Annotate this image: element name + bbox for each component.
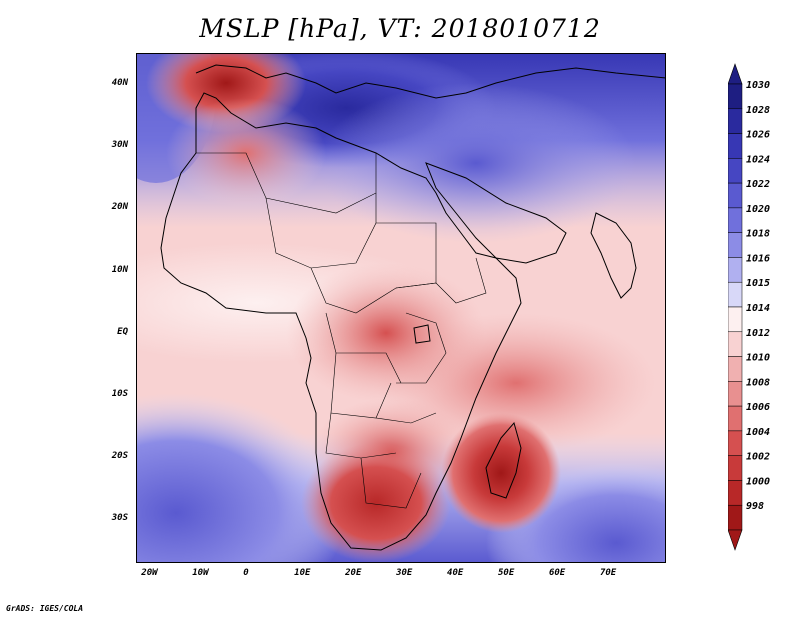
- y-tick-label: 10S: [111, 389, 128, 400]
- legend-label: 1012: [746, 328, 770, 339]
- legend-arrow-bottom: [728, 529, 743, 551]
- india-coastline: [590, 212, 637, 299]
- legend-swatch: [728, 83, 743, 110]
- border-line: [375, 412, 437, 424]
- legend-label: 1015: [746, 278, 770, 289]
- arabian-ridge: [316, 83, 636, 243]
- legend-label: 1016: [746, 253, 770, 264]
- legend-label: 1024: [746, 154, 770, 165]
- legend-swatch: [728, 331, 743, 357]
- legend-label: 1018: [746, 229, 770, 240]
- legend-label: 1030: [746, 80, 770, 91]
- border-line: [360, 457, 422, 509]
- country-borders: [196, 152, 487, 509]
- x-tick-label: 70E: [599, 568, 617, 578]
- y-tick-label: EQ: [117, 326, 128, 337]
- madagascar-coastline: [485, 421, 522, 499]
- legend-label: 998: [746, 501, 764, 512]
- y-tick-label: 30S: [111, 513, 128, 524]
- color-legend: 1030 1028 1026 1024 1022 1020 1018 1016 1015 1014…: [728, 63, 770, 551]
- legend-label: 1008: [746, 377, 770, 388]
- border-line: [330, 352, 392, 419]
- border-line: [396, 312, 447, 384]
- border-line: [435, 257, 487, 304]
- x-tick-label: 40E: [447, 568, 464, 578]
- y-tick-label: 40N: [111, 78, 128, 89]
- legend-label: 1010: [746, 353, 770, 364]
- grads-credit: GrADS: IGES/COLA: [6, 604, 84, 613]
- legend-swatch: [728, 207, 743, 233]
- legend-label: 1006: [746, 402, 770, 413]
- legend-swatch: [728, 381, 743, 407]
- y-tick-label: 30N: [111, 140, 128, 151]
- south-atlantic-high: [136, 393, 346, 563]
- y-tick-label: 20N: [111, 202, 128, 213]
- legend-swatch: [728, 455, 743, 481]
- legend-swatch: [728, 430, 743, 456]
- chart-title: MSLP [hPa], VT: 2018010712: [199, 14, 601, 43]
- lake-victoria: [413, 324, 431, 344]
- pressure-map: [136, 53, 666, 563]
- legend-arrow-top: [728, 63, 743, 85]
- legend-label: 1028: [746, 105, 770, 116]
- x-tick-label: 10W: [192, 568, 209, 578]
- legend-label: 1026: [746, 130, 770, 141]
- europe-coastline: [195, 64, 666, 99]
- border-line: [325, 412, 397, 459]
- x-tick-label: 30E: [396, 568, 413, 578]
- legend-swatch: [728, 504, 743, 531]
- legend-swatch: [728, 257, 743, 283]
- legend-swatch: [728, 158, 743, 184]
- x-tick-label: 0: [243, 568, 249, 578]
- legend-swatch: [728, 405, 743, 432]
- border-line: [196, 152, 377, 214]
- border-line: [265, 193, 377, 269]
- x-tick-label: 50E: [498, 568, 515, 578]
- x-tick-label: 20W: [141, 568, 158, 578]
- legend-label: 1002: [746, 452, 770, 463]
- legend-label: 1014: [746, 303, 770, 314]
- legend-swatch: [728, 356, 743, 382]
- legend-swatch: [728, 108, 743, 134]
- africa-coastline: [160, 92, 522, 551]
- legend-swatch: [728, 281, 743, 308]
- legend-swatch: [728, 480, 743, 506]
- southern-africa-low: [301, 443, 451, 563]
- legend-swatch: [728, 133, 743, 159]
- mozambique-channel-low: [441, 413, 561, 533]
- x-tick-label: 60E: [548, 568, 566, 578]
- x-tick-label: 20E: [345, 568, 362, 578]
- border-line: [310, 267, 437, 314]
- y-tick-label: 20S: [111, 451, 128, 462]
- border-line: [325, 312, 402, 384]
- legend-label: 1000: [746, 476, 770, 487]
- legend-swatch: [728, 232, 743, 258]
- legend-swatch: [728, 182, 743, 209]
- map-frame: [136, 53, 666, 563]
- x-tick-label: 10E: [294, 568, 311, 578]
- legend-label: 1022: [746, 179, 770, 190]
- arabia-coastline: [425, 162, 567, 264]
- coastlines: [160, 64, 666, 551]
- legend-label: 1004: [746, 427, 770, 438]
- y-tick-label: 10N: [111, 264, 128, 275]
- legend-label: 1020: [746, 204, 770, 215]
- legend-swatch: [728, 306, 743, 333]
- central-africa-low: [286, 263, 486, 403]
